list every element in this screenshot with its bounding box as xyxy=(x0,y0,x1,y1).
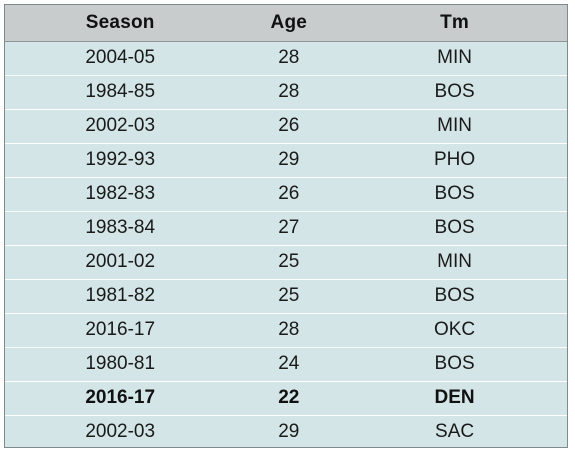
header-team[interactable]: Tm xyxy=(342,5,567,42)
cell-team: SAC xyxy=(435,421,475,443)
table-header-row: Season Age Tm xyxy=(5,5,567,42)
cell-team: BOS xyxy=(342,211,567,246)
cell-age: 26 xyxy=(235,109,343,144)
cell-team: OKC xyxy=(342,313,567,348)
cell-season: 2002-03 xyxy=(5,109,236,144)
cell-age: 22 xyxy=(235,381,343,416)
cell-season: 1981-82 xyxy=(5,279,236,314)
table-row: 1992-93 29 PHO xyxy=(5,143,567,178)
table-row: 2016-17 28 OKC xyxy=(5,313,567,348)
table-row: 2002-03 29 SAC xyxy=(5,415,567,447)
table-row: 1982-83 26 BOS xyxy=(5,177,567,212)
cell-age: 28 xyxy=(235,41,343,76)
cell-age: 24 xyxy=(235,347,343,382)
header-age[interactable]: Age xyxy=(235,5,343,42)
cell-season: 2001-02 xyxy=(5,245,236,280)
cell-team: BOS xyxy=(342,177,567,212)
cell-season: 1992-93 xyxy=(5,143,236,178)
season-table: Season Age Tm 2004-05 28 MIN 1984-85 28 … xyxy=(5,5,567,447)
cell-age: 29 xyxy=(235,143,343,178)
cell-age: 29 xyxy=(278,421,300,443)
cell-team: BOS xyxy=(342,347,567,382)
table-row: 1980-81 24 BOS xyxy=(5,347,567,382)
cell-season: 2002-03 xyxy=(85,421,156,443)
stats-table: Season Age Tm 2004-05 28 MIN 1984-85 28 … xyxy=(4,4,568,448)
table-row: 2001-02 25 MIN xyxy=(5,245,567,280)
cell-season: 2016-17 xyxy=(5,381,236,416)
cell-team: MIN xyxy=(342,41,567,76)
header-season[interactable]: Season xyxy=(5,5,236,42)
cell-season: 1980-81 xyxy=(5,347,236,382)
cell-age: 25 xyxy=(235,245,343,280)
table-row: 2002-03 26 MIN xyxy=(5,109,567,144)
table-row: 2004-05 28 MIN xyxy=(5,41,567,76)
cell-team: MIN xyxy=(342,109,567,144)
cell-age: 28 xyxy=(235,313,343,348)
cell-season: 2004-05 xyxy=(5,41,236,76)
cell-age: 25 xyxy=(235,279,343,314)
cell-team: PHO xyxy=(342,143,567,178)
table-row: 1981-82 25 BOS xyxy=(5,279,567,314)
cell-age: 28 xyxy=(235,75,343,110)
cell-age: 27 xyxy=(235,211,343,246)
cell-season: 2016-17 xyxy=(5,313,236,348)
table-row-highlighted: 2016-17 22 DEN xyxy=(5,381,567,416)
table-row: 1983-84 27 BOS xyxy=(5,211,567,246)
cell-team: MIN xyxy=(342,245,567,280)
cell-age: 26 xyxy=(235,177,343,212)
cell-team: BOS xyxy=(342,75,567,110)
cell-season: 1982-83 xyxy=(5,177,236,212)
table-row: 1984-85 28 BOS xyxy=(5,75,567,110)
cell-season: 1983-84 xyxy=(5,211,236,246)
cell-season: 1984-85 xyxy=(5,75,236,110)
cell-team: BOS xyxy=(342,279,567,314)
cell-team: DEN xyxy=(342,381,567,416)
